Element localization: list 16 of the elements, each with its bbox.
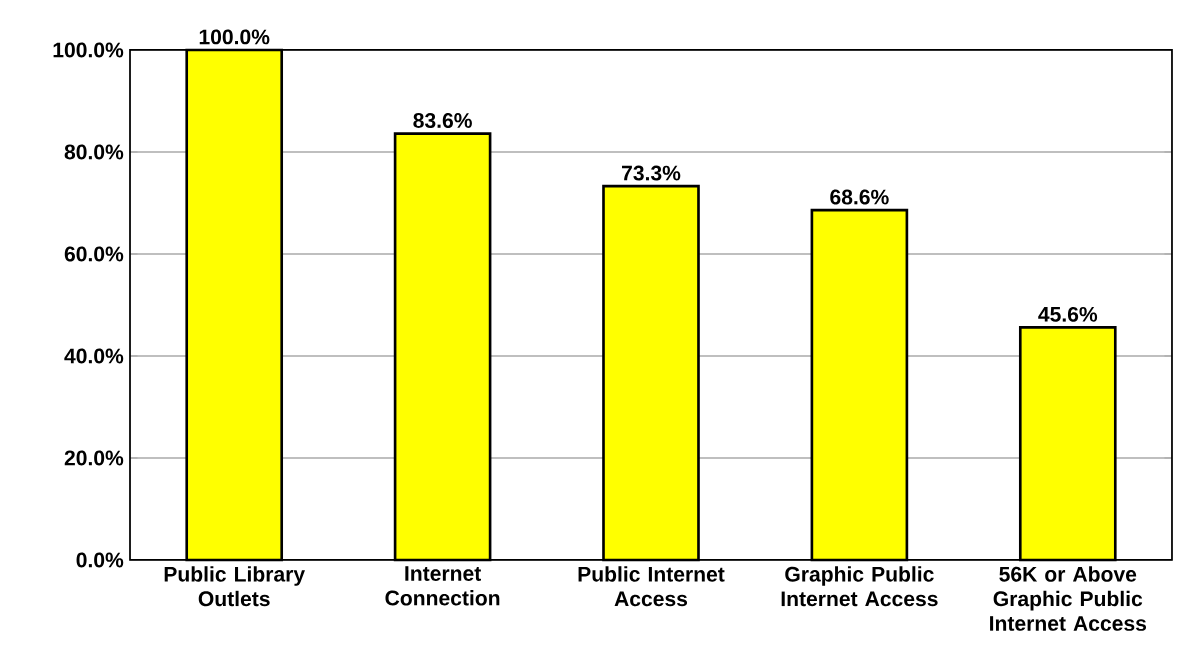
x-tick-label: Graphic Public Internet Access bbox=[781, 566, 938, 607]
y-tick-label: 40.0% bbox=[64, 348, 124, 364]
data-label: 73.3% bbox=[622, 165, 681, 181]
y-tick-label: 20.0% bbox=[64, 450, 124, 466]
data-label: 83.6% bbox=[413, 113, 472, 129]
y-tick-label: 100.0% bbox=[53, 42, 124, 58]
y-tick-label: 0.0% bbox=[76, 552, 124, 568]
y-tick-label: 60.0% bbox=[64, 246, 124, 262]
x-tick-label: Internet Connection bbox=[385, 566, 500, 606]
data-label: 100.0% bbox=[199, 29, 270, 45]
x-tick-label: 56K or Above Graphic Public Internet Access bbox=[990, 566, 1147, 631]
data-label: 68.6% bbox=[830, 189, 889, 205]
x-tick-label: Public Internet Access bbox=[578, 566, 725, 607]
data-label: 45.6% bbox=[1038, 306, 1098, 322]
y-tick-label: 80.0% bbox=[64, 144, 124, 160]
x-tick-label: Public Library Outlets bbox=[164, 566, 305, 607]
